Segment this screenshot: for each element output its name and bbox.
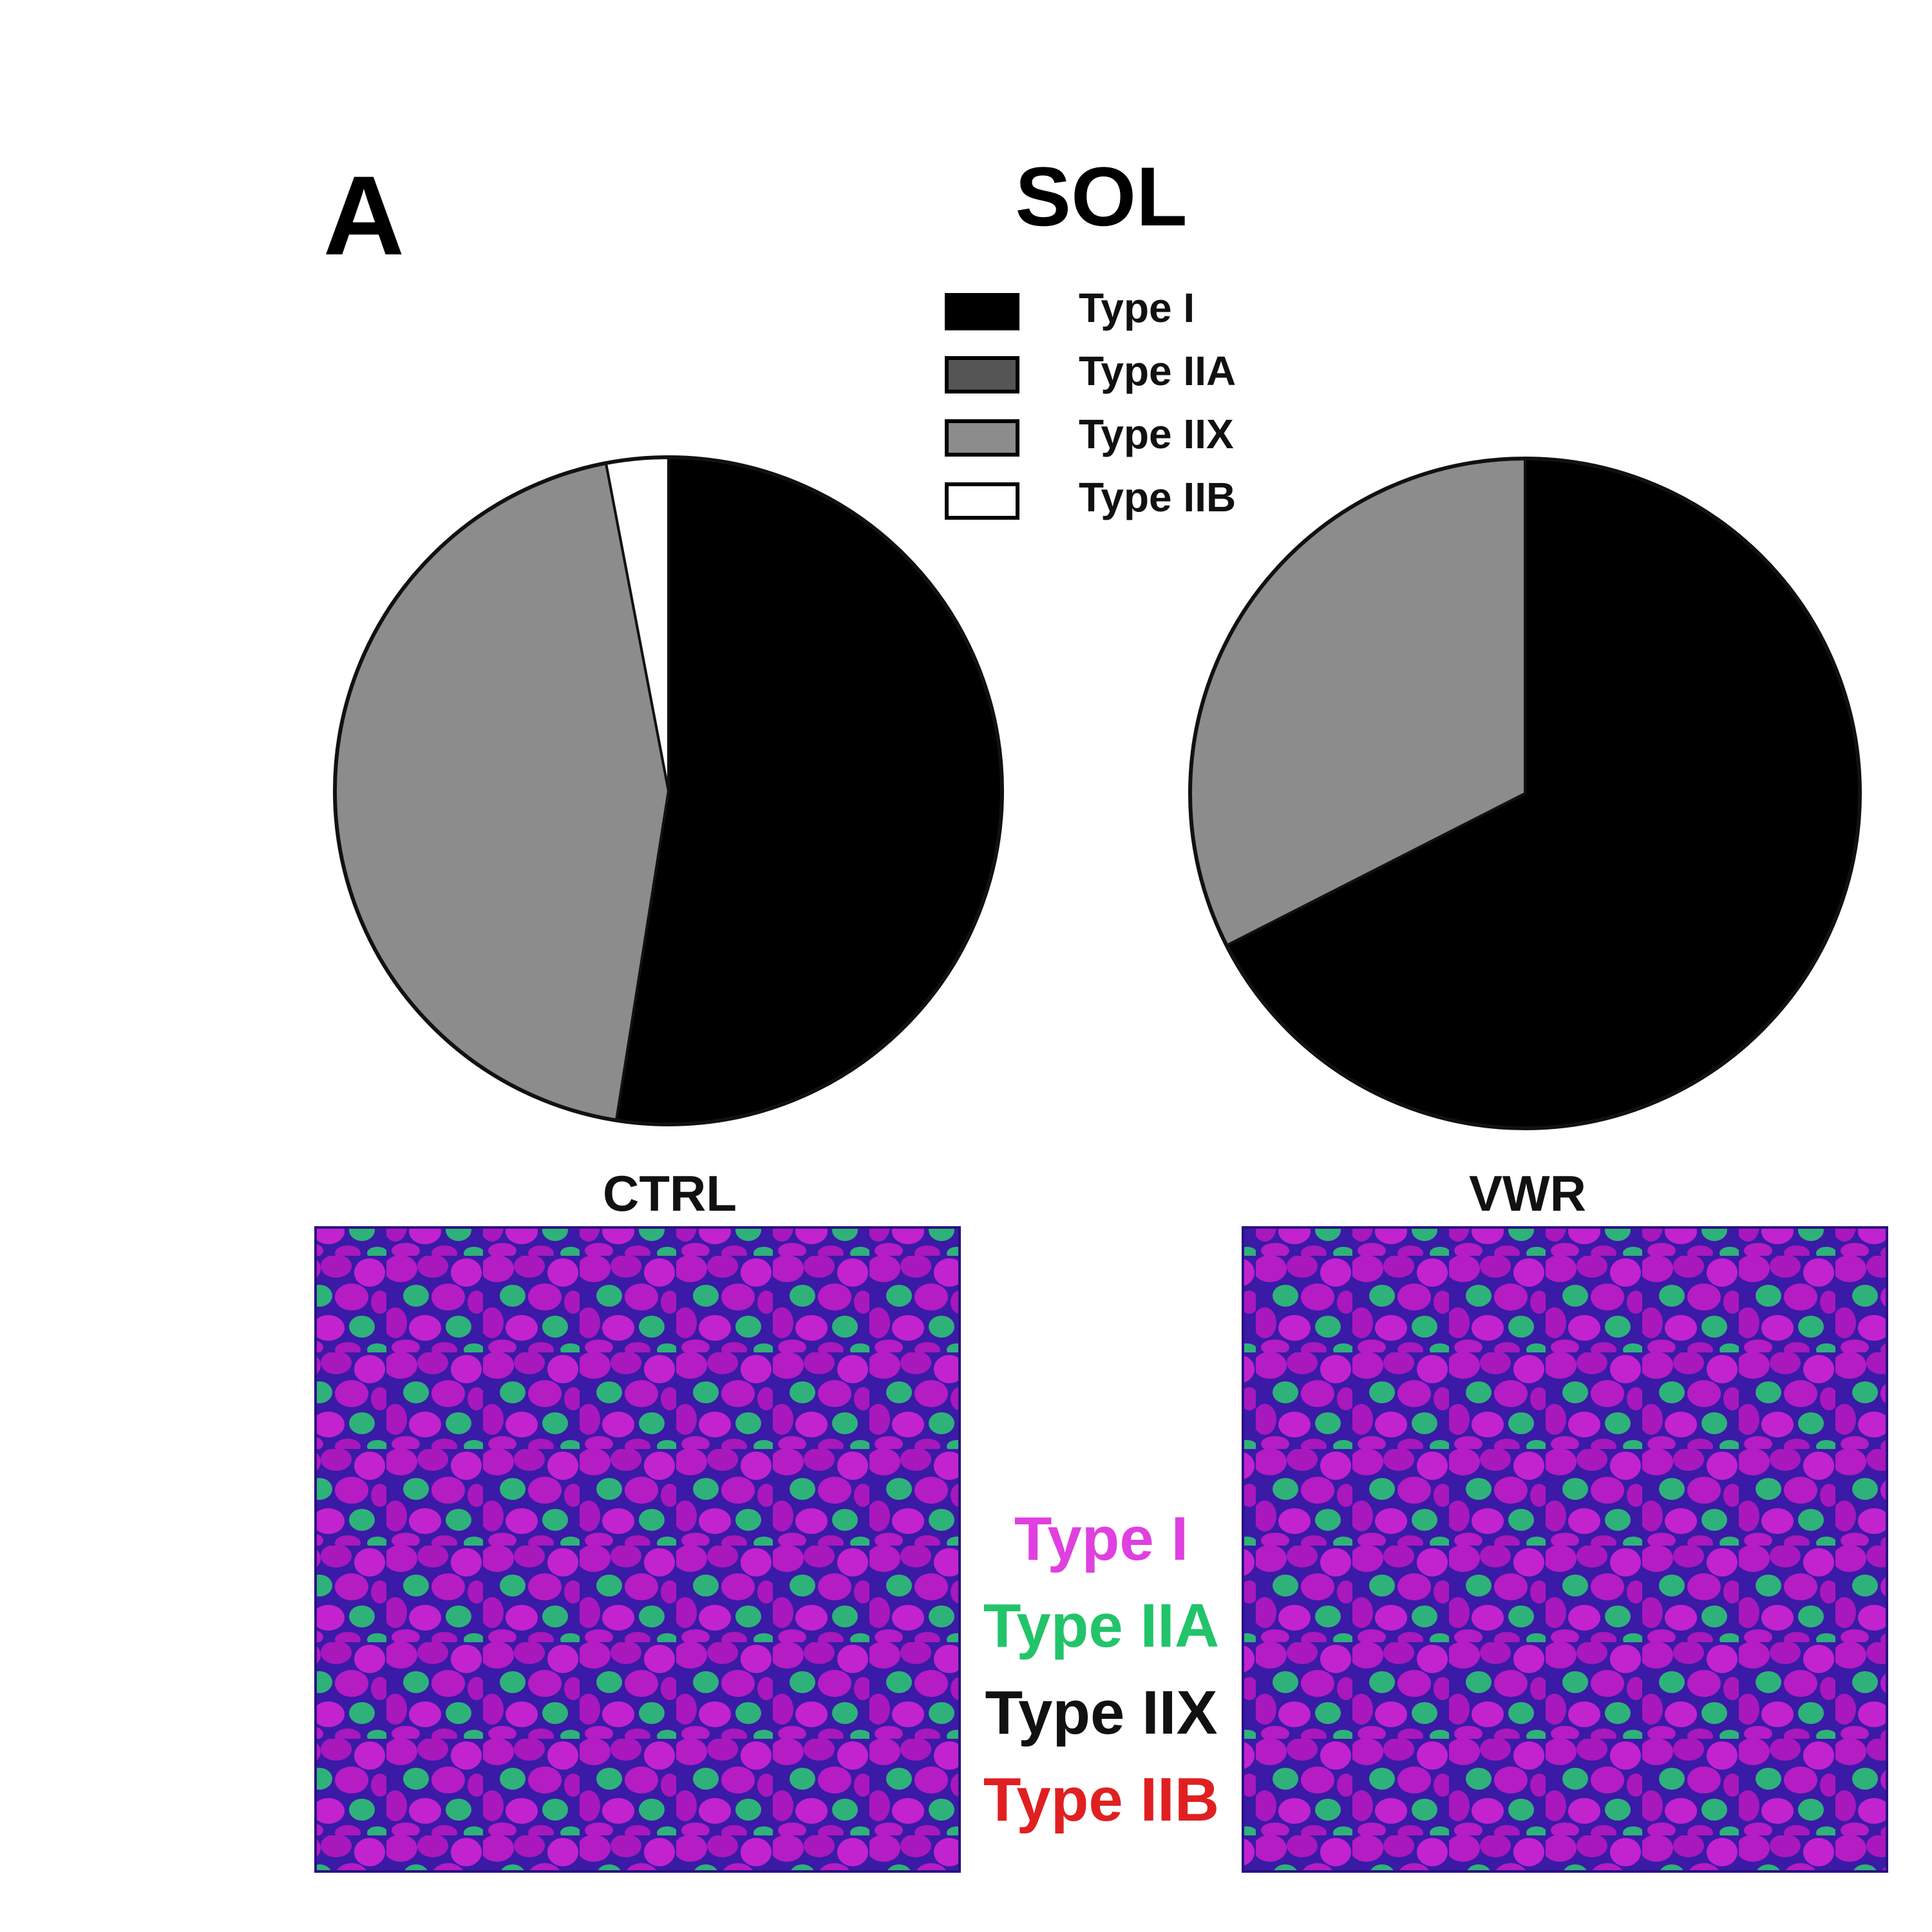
- micrograph-border: [314, 1226, 961, 1873]
- pie-vwr: [1188, 457, 1862, 1130]
- stain-key: Type I Type IIA Type IIX Type IIB: [983, 1504, 1219, 1834]
- panel-letter: A: [323, 153, 404, 279]
- pie-slice-type-i: [614, 456, 1003, 1126]
- pie-outline: [333, 455, 1004, 1126]
- legend-swatch-type-iia: [945, 356, 1019, 393]
- legend: Type I Type IIA Type IIX Type IIB: [945, 285, 1236, 520]
- stain-key-type-i: Type I: [1014, 1504, 1188, 1573]
- pie-outline: [1188, 457, 1862, 1130]
- micrograph-vwr: VWR: [1242, 1165, 1888, 1873]
- micrograph-image: [1243, 1227, 1887, 1871]
- stain-key-type-iia: Type IIA: [983, 1591, 1219, 1660]
- stain-key-type-iib: Type IIB: [983, 1765, 1219, 1834]
- group-label-vwr: VWR: [1469, 1165, 1586, 1222]
- micrograph-border: [1242, 1226, 1888, 1873]
- legend-swatch-type-i: [945, 293, 1019, 330]
- chart-title: SOL: [1015, 149, 1187, 243]
- legend-swatch-type-iix: [945, 419, 1019, 457]
- pie-slice-type-iix: [334, 462, 670, 1122]
- legend-label-type-iib: Type IIB: [1079, 474, 1236, 520]
- legend-label-type-iix: Type IIX: [1079, 411, 1234, 457]
- group-label-ctrl: CTRL: [603, 1165, 737, 1222]
- legend-swatch-type-iib: [945, 482, 1019, 520]
- stain-key-type-iix: Type IIX: [985, 1678, 1218, 1747]
- micrograph-image: [316, 1227, 960, 1871]
- micrographs: CTRL VWR: [314, 1165, 1888, 1873]
- legend-label-type-iia: Type IIA: [1079, 348, 1236, 394]
- micrograph-ctrl: CTRL: [314, 1165, 961, 1873]
- legend-label-type-i: Type I: [1079, 285, 1195, 331]
- pie-charts: [333, 455, 1862, 1130]
- pie-ctrl: [333, 455, 1004, 1126]
